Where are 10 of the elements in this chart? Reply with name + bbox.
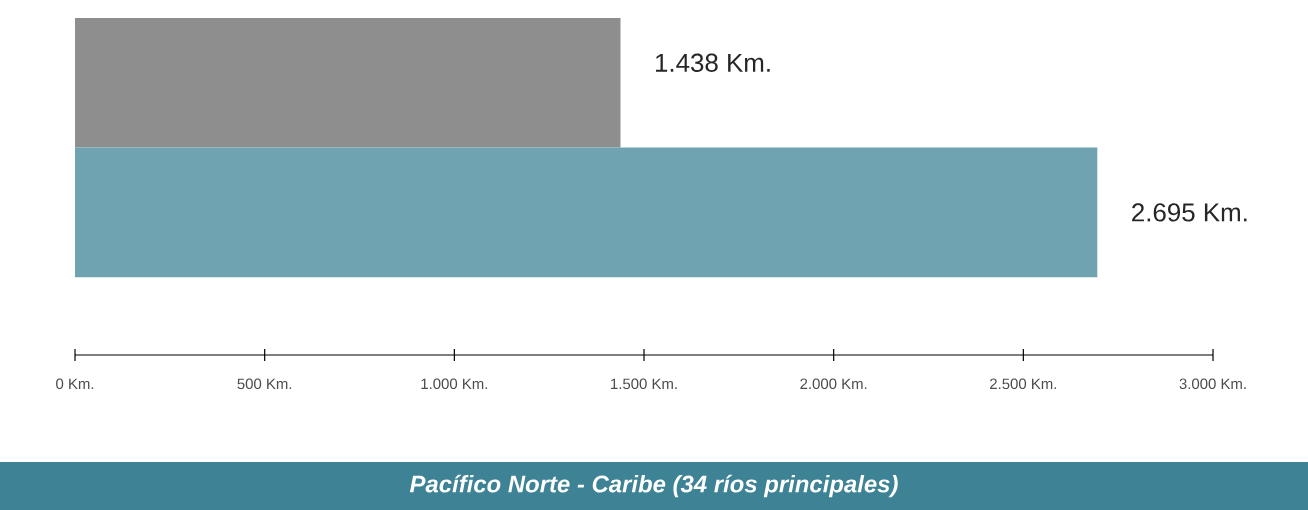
x-tick-label: 1.500 Km. [611,378,677,390]
x-tick-label: 3.000 Km. [1179,378,1246,390]
x-tick-label: 0 Km. [56,378,94,390]
x-tick-label: 1.000 Km. [421,378,488,390]
data-label: 1.438 Km. [655,53,770,72]
x-tick-label: 2.500 Km. [990,378,1057,390]
x-tick-label: 500 Km. [237,378,292,390]
data-label: 2.695 Km. [1132,203,1247,222]
x-tick-label: 2.000 Km. [800,378,867,390]
text: Pacífico Norte - Caribe (34 ríos principales) [409,474,898,498]
